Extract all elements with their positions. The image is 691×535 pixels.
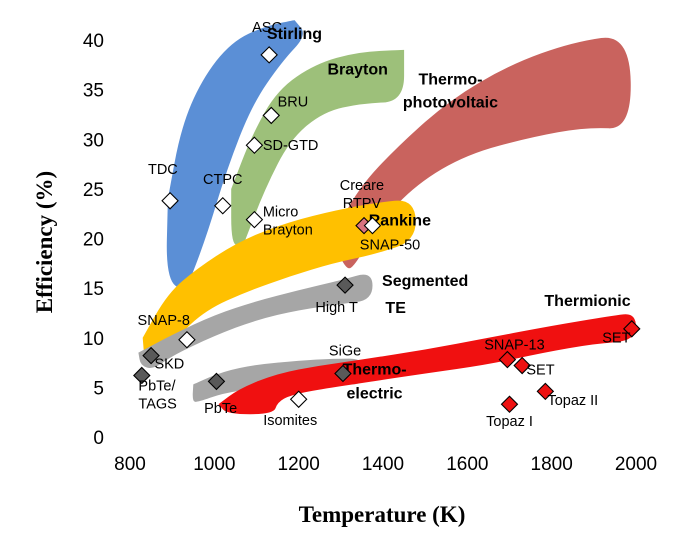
band-thermophotovoltaic (332, 37, 631, 269)
x-tick-label: 1600 (446, 454, 488, 475)
x-tick-label: 1400 (362, 454, 404, 475)
band-segmented-te (138, 274, 373, 368)
data-point-snap-8 (178, 330, 196, 349)
band-label: Rankine (369, 213, 431, 230)
point-label: PbTe (204, 401, 237, 417)
point-label: SiGe (329, 344, 361, 360)
data-point-tdc (161, 192, 179, 210)
point-label: SNAP-13 (484, 338, 544, 354)
data-point-isomites (289, 390, 308, 409)
point-label: SET (602, 331, 630, 347)
band-label: Thermionic (544, 293, 630, 310)
data-point-micro-brayton (245, 210, 264, 229)
data-point-skd (142, 346, 160, 365)
x-tick-label: 1000 (193, 454, 235, 475)
data-point-pbte (207, 372, 226, 391)
data-point-sd-gtd (245, 136, 264, 154)
data-point-set-2000k- (623, 320, 641, 338)
band-label: Stirling (267, 26, 322, 43)
data-point-high-t (336, 276, 354, 294)
data-point-snap-13 (498, 350, 517, 369)
x-axis-title: Temperature (K) (299, 502, 466, 527)
x-tick-label: 1200 (278, 454, 320, 475)
point-label: Isomites (263, 413, 317, 429)
point-label: Topaz II (547, 393, 598, 409)
data-point-sige (334, 364, 352, 383)
band-thermionic (218, 314, 636, 415)
y-tick-label: 35 (83, 81, 104, 102)
y-tick-label: 15 (83, 279, 104, 300)
point-label: Micro (263, 205, 298, 221)
x-tick-label: 800 (114, 454, 146, 475)
y-tick-label: 30 (83, 130, 104, 151)
band-rankine (142, 200, 416, 366)
data-point-asc (260, 46, 278, 64)
point-label: TDC (148, 162, 178, 178)
data-point-bru (262, 106, 281, 125)
point-label: SET (526, 362, 554, 378)
y-axis-title: Efficiency (%) (32, 171, 57, 313)
point-label: PbTe/ (138, 378, 176, 394)
band-label: electric (347, 385, 403, 402)
axes-layer: 800 1000 1200 1400 1600 1800 2000 0 5 10 15 20 25 30 3… (83, 31, 657, 475)
y-tick-label: 20 (83, 230, 104, 251)
data-point-snap-50 (363, 216, 382, 235)
point-label: Topaz I (486, 414, 533, 430)
x-tick-label: 2000 (615, 454, 657, 475)
band-stirling (166, 20, 303, 294)
point-label: ASC (252, 20, 282, 36)
x-tick-label: 1800 (531, 454, 573, 475)
data-point-ctpc (213, 196, 232, 215)
point-label: SNAP-8 (138, 313, 190, 329)
y-tick-label: 25 (83, 180, 104, 201)
y-tick-label: 10 (83, 329, 104, 350)
band-label: photovoltaic (403, 94, 498, 111)
band-labels-layer: Stirling Brayton Thermo-photovoltaic Rankin… (267, 26, 631, 402)
band-label: TE (385, 300, 406, 317)
point-label: SNAP-50 (360, 237, 420, 253)
data-point-topaz-ii (536, 382, 555, 401)
band-label: Segmented (382, 273, 468, 290)
y-tick-label: 0 (93, 428, 104, 449)
point-label-line2: TAGS (138, 396, 176, 412)
data-point-pbte-tags (133, 366, 151, 385)
y-tick-label: 40 (83, 31, 104, 52)
band-label: Brayton (327, 62, 387, 79)
point-label-line2: Brayton (263, 223, 313, 239)
data-point-set (513, 356, 531, 375)
y-tick-label: 5 (93, 378, 104, 399)
point-label: BRU (278, 94, 309, 110)
points-layer: ASC BRU SD-GTD TDC CTPC Micro Brayton Creare RTP… (133, 20, 641, 430)
point-label-line2: RTPV (343, 196, 382, 212)
band-label: Thermo- (418, 72, 482, 89)
point-label: Creare (340, 178, 384, 194)
bands-layer (138, 20, 636, 415)
point-label: SKD (154, 357, 184, 373)
data-point-topaz-i (500, 395, 519, 414)
band-label: Thermo- (343, 361, 407, 378)
point-label: CTPC (203, 172, 242, 188)
band-brayton (231, 49, 405, 246)
point-label: SD-GTD (263, 138, 319, 154)
point-label: High T (315, 300, 358, 316)
